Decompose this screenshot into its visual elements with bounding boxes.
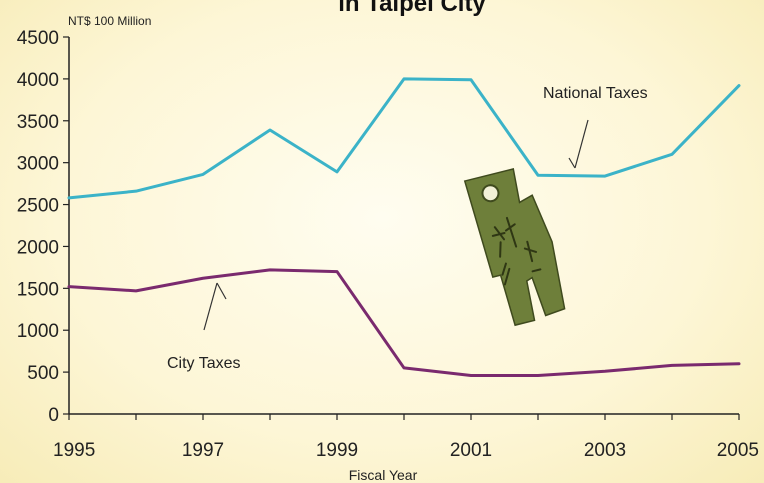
x-tick-label: 1997 [182, 440, 224, 461]
y-tick-label: 1000 [17, 321, 59, 342]
city-taxes-pointer-tick [216, 282, 227, 300]
y-tick-label: 2500 [17, 196, 59, 217]
chart-title: in Taipei City [338, 0, 486, 17]
x-tick-label: 2005 [717, 440, 759, 461]
unit-label: NT$ 100 Million [68, 14, 151, 28]
series-lines [67, 77, 741, 377]
y-tick-label: 3000 [17, 154, 59, 175]
national-taxes-pointer-tick [568, 157, 576, 169]
city-taxes-label: City Taxes [167, 355, 241, 372]
y-axis-ticks: 0 500 1000 1500 2000 2500 3000 3500 4000 4500 [17, 28, 69, 426]
x-tick-label: 2001 [450, 440, 492, 461]
bronze-spade-coin-icon [463, 168, 566, 327]
x-axis-label: Fiscal Year [349, 467, 418, 483]
y-tick-label: 4000 [17, 70, 59, 91]
national-taxes-label: National Taxes [543, 85, 648, 102]
y-tick-label: 0 [48, 405, 59, 426]
x-tick-label: 1999 [316, 440, 358, 461]
y-tick-label: 500 [27, 363, 59, 384]
y-tick-label: 3500 [17, 112, 59, 133]
national-taxes-annotation: National Taxes [543, 85, 648, 169]
city-taxes-pointer [203, 282, 218, 331]
national-taxes-pointer [574, 119, 589, 169]
city-taxes-line [67, 268, 741, 377]
y-tick-label: 2000 [17, 237, 59, 258]
x-tick-label: 2003 [584, 440, 626, 461]
x-axis-ticks: 1995 1997 1999 2001 2003 2005 [53, 414, 759, 461]
x-tick-label: 1995 [53, 440, 95, 461]
y-tick-label: 1500 [17, 279, 59, 300]
national-taxes-line [67, 77, 741, 200]
city-taxes-annotation: City Taxes [167, 282, 241, 372]
y-tick-label: 4500 [17, 28, 59, 49]
